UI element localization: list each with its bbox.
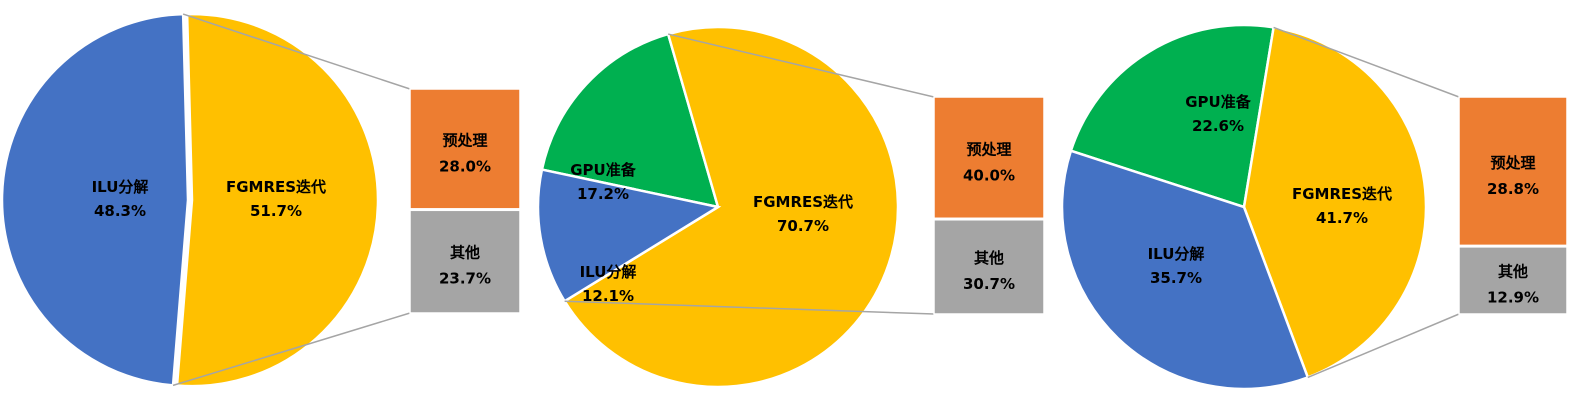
chart-3-bar-preprocess-value: 28.8%	[1487, 180, 1539, 198]
chart-1-slice-iluilu	[0, 12, 190, 387]
chart-3-slice-iluilu	[1060, 149, 1310, 391]
chart-2-label-iluilu-name: ILU分解	[580, 263, 637, 281]
chart-3-label-gpuprep-name: GPU准备	[1185, 93, 1251, 111]
chart-1-bar-preprocess	[409, 88, 521, 210]
chart-2-slice-iluilu	[536, 168, 722, 303]
chart-3-connector-bottom	[1307, 313, 1460, 379]
chart-1-connector-bottom	[172, 312, 411, 387]
chart-1-bar-other-name: 其他	[450, 244, 480, 262]
chart-1-svg: ILU分解 48.3% FGMRES迭代 51.7% 预处理 28.0% 其他 23.7%	[0, 12, 521, 388]
chart-2-connector-top	[667, 33, 935, 98]
chart-1-connector-top	[182, 13, 411, 90]
chart-3-bar-other-name: 其他	[1498, 262, 1528, 280]
chart-3-label-fgmres-value: 41.7%	[1316, 209, 1368, 227]
chart-2-bar-other	[933, 219, 1045, 315]
chart-3-slice-fgmres	[1242, 25, 1428, 380]
chart-3-connector-top	[1273, 26, 1460, 98]
chart-2-label-fgmres-name: FGMRES迭代	[753, 193, 853, 211]
chart-1-bar-preprocess-name: 预处理	[442, 132, 487, 150]
chart-3: GPU准备 22.6% FGMRES迭代 41.7% ILU分解 35.7% 预处理 28.8…	[1060, 0, 1595, 410]
chart-2-bar-preprocess-name: 预处理	[966, 140, 1011, 158]
chart-3-label-fgmres-name: FGMRES迭代	[1292, 185, 1392, 203]
chart-1-bar-other-value: 23.7%	[439, 270, 491, 288]
chart-3-label-gpuprep-value: 22.6%	[1192, 117, 1244, 135]
chart-1-bar-other	[409, 209, 521, 314]
chart-3-bar-preprocess	[1458, 96, 1568, 247]
chart-3-bar-other-value: 12.9%	[1487, 288, 1539, 306]
chart-2-label-gpuprep-name: GPU准备	[570, 161, 636, 179]
chart-1-slice-fgmres	[175, 12, 380, 388]
chart-1-label-iluilu-value: 48.3%	[94, 202, 146, 220]
chart-2-bar-preprocess-value: 40.0%	[963, 166, 1015, 184]
chart-2-label-gpuprep-value: 17.2%	[577, 185, 629, 203]
chart-1-bar-preprocess-value: 28.0%	[439, 158, 491, 176]
chart-3-svg: GPU准备 22.6% FGMRES迭代 41.7% ILU分解 35.7% 预处理 28.8…	[1060, 23, 1568, 391]
chart-2-label-iluilu-value: 12.1%	[582, 287, 634, 305]
chart-2: GPU准备 17.2% FGMRES迭代 70.7% ILU分解 12.1% 预处理 40.0…	[530, 0, 1060, 410]
chart-2-bar-other-name: 其他	[974, 249, 1004, 267]
chart-1-label-fgmres-value: 51.7%	[250, 202, 302, 220]
chart-3-label-iluilu-value: 35.7%	[1150, 269, 1202, 287]
chart-1-label-fgmres-name: FGMRES迭代	[226, 178, 326, 196]
chart-2-label-fgmres-value: 70.7%	[777, 217, 829, 235]
chart-2-bar-other-value: 30.7%	[963, 275, 1015, 293]
chart-2-svg: GPU准备 17.2% FGMRES迭代 70.7% ILU分解 12.1% 预处理 40.0…	[536, 25, 1045, 389]
chart-1: ILU分解 48.3% FGMRES迭代 51.7% 预处理 28.0% 其他 23.7%	[0, 0, 530, 410]
chart-1-label-iluilu-name: ILU分解	[92, 178, 149, 196]
chart-3-label-iluilu-name: ILU分解	[1148, 245, 1205, 263]
chart-2-slice-gpuprep	[540, 32, 720, 209]
chart-2-connector-bottom	[564, 300, 935, 315]
chart-3-slice-gpuprep	[1069, 23, 1276, 209]
chart-2-slice-fgmres	[562, 25, 900, 389]
chart-2-bar-preprocess	[933, 96, 1045, 220]
chart-3-bar-other	[1458, 246, 1568, 315]
chart-3-bar-preprocess-name: 预处理	[1490, 154, 1535, 172]
